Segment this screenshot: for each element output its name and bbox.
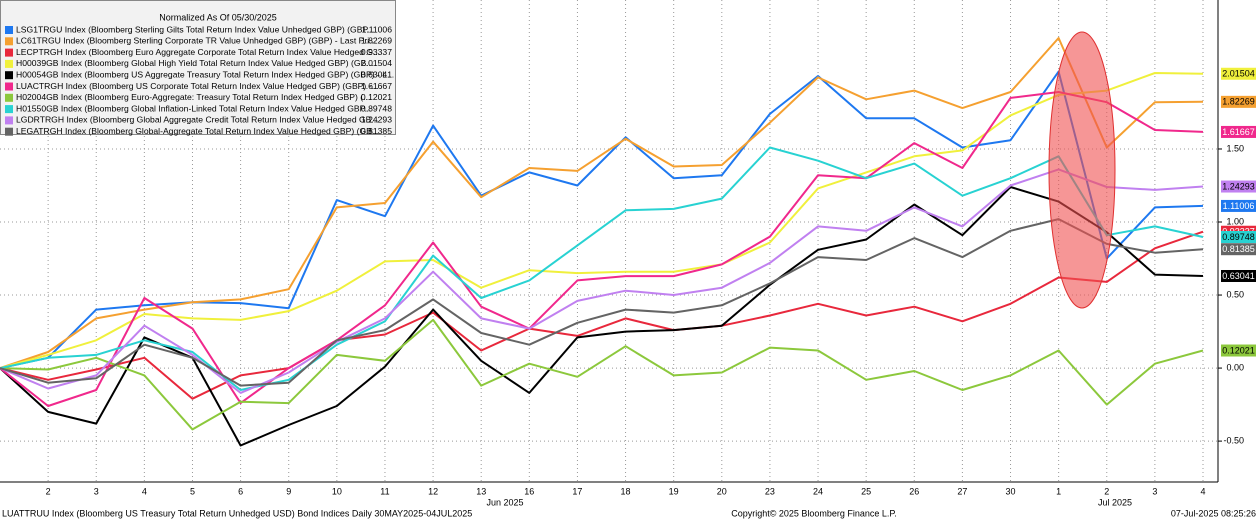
legend-value: 0.81385 <box>361 126 392 136</box>
end-label-box <box>1221 269 1256 282</box>
legend-value: 0.93337 <box>361 47 392 57</box>
x-tick-label: 30 <box>1006 486 1016 496</box>
legend-label: LGDRTRGH Index (Bloomberg Global Aggrega… <box>16 115 379 125</box>
end-label: 2.01504 <box>1222 69 1255 79</box>
x-tick-label: 9 <box>286 486 291 496</box>
end-label-box <box>1221 243 1256 256</box>
x-tick-label: 26 <box>909 486 919 496</box>
legend-swatch <box>5 48 13 57</box>
x-tick-label: 2 <box>1104 486 1109 496</box>
end-label-box <box>1221 180 1256 193</box>
end-label: 1.11006 <box>1223 201 1255 211</box>
legend-swatch <box>5 93 13 102</box>
end-label: 1.61667 <box>1222 127 1255 137</box>
legend-label: LECPTRGH Index (Bloomberg Euro Aggregate… <box>16 47 380 57</box>
end-label: 0.89748 <box>1222 232 1255 242</box>
month-label: Jun 2025 <box>486 497 523 507</box>
end-label-box <box>1221 95 1256 108</box>
x-tick-label: 4 <box>1200 486 1205 496</box>
end-label: 0.12021 <box>1222 345 1255 355</box>
series-line <box>0 168 1204 394</box>
series-line <box>0 91 1204 407</box>
x-tick-label: 11 <box>380 486 389 496</box>
legend-swatch <box>5 82 13 91</box>
series-line <box>0 318 1204 431</box>
x-tick-label: 13 <box>476 486 486 496</box>
axis-labels: -0.500.000.501.001.502 3 4 5 6 9 10 11 12 13 16 17 1… <box>46 67 1256 496</box>
y-tick-label: 0.00 <box>1226 362 1244 372</box>
end-label: 1.82269 <box>1222 97 1255 107</box>
series-line <box>0 37 1204 370</box>
y-tick-label: 0.50 <box>1226 289 1244 299</box>
legend-label: H02004GB Index (Bloomberg Euro-Aggregate… <box>16 92 370 102</box>
x-tick-label: 24 <box>813 486 823 496</box>
plot <box>0 37 1204 447</box>
series-line <box>0 72 1204 370</box>
legend-value: 2.01504 <box>361 58 392 68</box>
x-tick-label: 4 <box>142 486 147 496</box>
legend-swatch <box>5 71 13 80</box>
legend-label: LSG1TRGU Index (Bloomberg Sterling Gilts… <box>16 24 374 34</box>
legend-label: H01550GB Index (Bloomberg Global Inflati… <box>16 103 371 113</box>
end-label-box <box>1221 125 1256 138</box>
legend-value: 0.63041 <box>361 69 392 79</box>
end-label-box <box>1221 67 1256 80</box>
legend-label: LC61TRGU Index (Bloomberg Sterling Corpo… <box>16 36 376 46</box>
y-tick-label: 1.50 <box>1226 143 1244 153</box>
legend-value: 1.11006 <box>362 24 393 34</box>
legend-value: 1.24293 <box>361 115 392 125</box>
legend-swatch <box>5 37 13 46</box>
highlight-ellipse <box>1048 31 1116 309</box>
month-label: Jul 2025 <box>1098 497 1132 507</box>
legend-swatch <box>5 116 13 125</box>
x-tick-label: 2 <box>46 486 51 496</box>
x-tick-label: 25 <box>861 486 871 496</box>
end-label-box <box>1221 344 1256 357</box>
end-label: 0.81385 <box>1222 244 1255 254</box>
series-line <box>0 146 1204 391</box>
end-label-box <box>1221 199 1256 212</box>
legend-swatch <box>5 127 13 136</box>
x-tick-label: 3 <box>94 486 99 496</box>
x-tick-label: 1 <box>1056 486 1061 496</box>
legend-label: LEGATRGH Index (Bloomberg Global-Aggrega… <box>16 126 379 136</box>
footer-right: 07-Jul-2025 08:25:26 <box>1171 508 1256 518</box>
x-tick-label: 10 <box>332 486 342 496</box>
legend-label: H00054GB Index (Bloomberg US Aggregate T… <box>16 69 394 79</box>
legend-swatch <box>5 26 13 34</box>
legend-box <box>0 0 396 135</box>
x-tick-label: 18 <box>621 486 631 496</box>
x-tick-label: 17 <box>572 486 582 496</box>
x-tick-label: 16 <box>524 486 534 496</box>
legend-swatch <box>5 105 13 114</box>
legend-title: Normalized As Of 05/30/2025 <box>159 12 277 22</box>
legend-value: 1.61667 <box>361 81 392 91</box>
footer-left: LUATTRUU Index (Bloomberg US Treasury To… <box>2 508 472 518</box>
footer-center: Copyright© 2025 Bloomberg Finance L.P. <box>731 508 897 518</box>
legend-value: 0.12021 <box>361 92 392 102</box>
series-line <box>0 230 1204 400</box>
x-tick-label: 12 <box>428 486 438 496</box>
x-tick-label: 3 <box>1152 486 1157 496</box>
series-line <box>0 218 1204 387</box>
legend-label: LUACTRGH Index (Bloomberg US Corporate T… <box>16 81 379 91</box>
legend-value: 0.89748 <box>361 103 392 113</box>
y-tick-label: -0.50 <box>1223 435 1244 445</box>
legend-value: 1.82269 <box>361 36 392 46</box>
legend-label: H00039GB Index (Bloomberg Global High Yi… <box>16 58 373 68</box>
end-label: 1.24293 <box>1222 181 1255 191</box>
legend: LSG1TRGU Index (Bloomberg Sterling Gilts… <box>5 24 394 136</box>
x-tick-label: 19 <box>669 486 679 496</box>
series-line <box>0 186 1204 447</box>
y-tick-label: 1.00 <box>1226 216 1244 226</box>
legend-swatch <box>5 59 13 68</box>
end-label-box <box>1221 230 1256 243</box>
x-tick-label: 5 <box>190 486 195 496</box>
x-tick-label: 27 <box>957 486 967 496</box>
end-label: 0.63041 <box>1222 271 1255 281</box>
x-tick-label: 23 <box>765 486 775 496</box>
x-tick-label: 20 <box>717 486 727 496</box>
x-tick-label: 6 <box>238 486 243 496</box>
